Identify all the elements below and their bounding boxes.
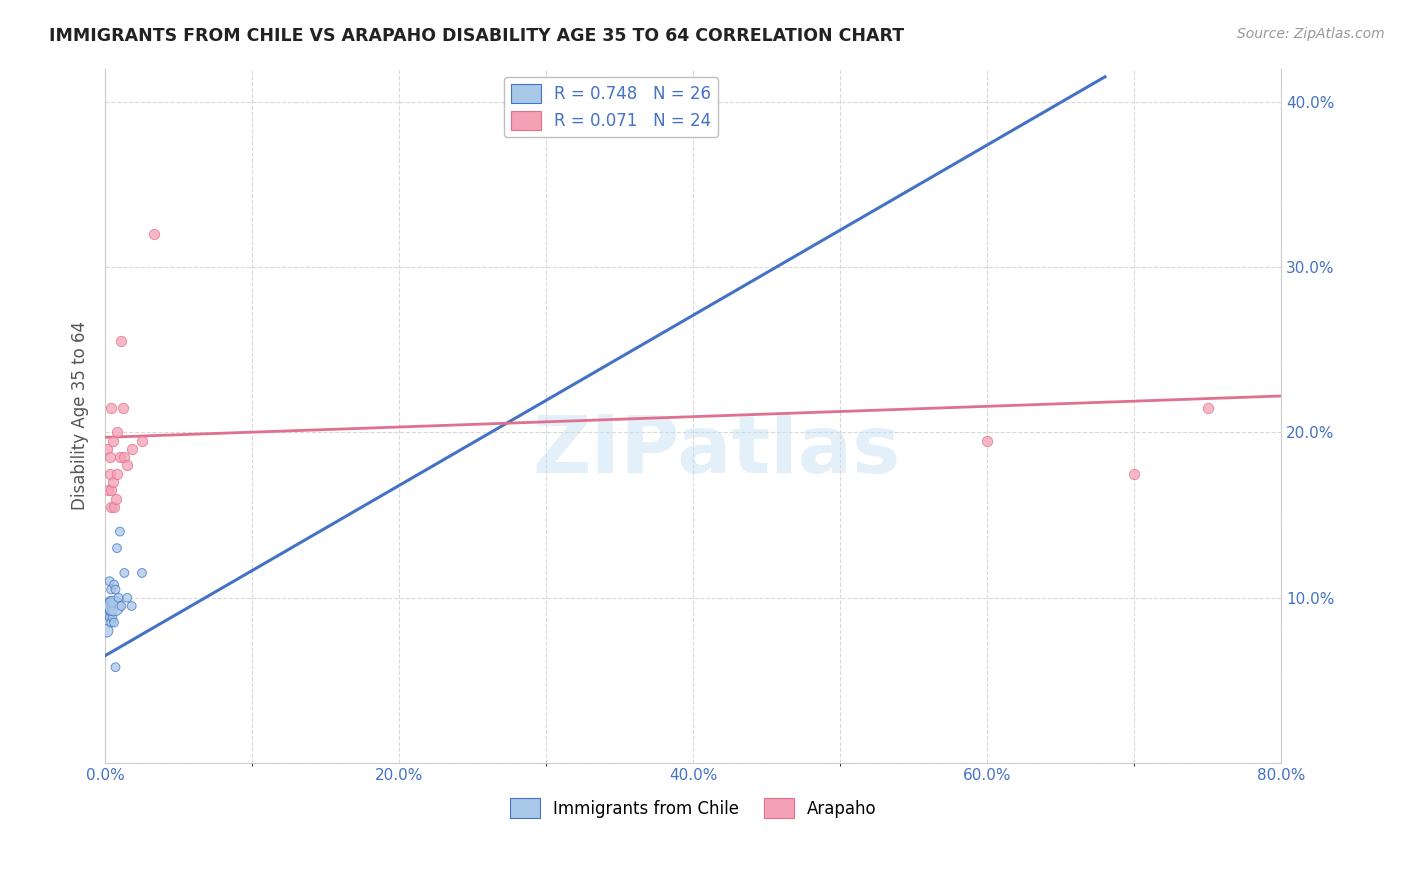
Point: [101, 604, 124, 618]
Point: [1123, 467, 1146, 481]
Point: [1197, 401, 1219, 415]
Point: [111, 401, 134, 415]
Point: [110, 599, 132, 613]
Point: [107, 591, 129, 605]
Point: [104, 491, 127, 506]
Point: [112, 450, 135, 465]
Y-axis label: Disability Age 35 to 64: Disability Age 35 to 64: [72, 321, 89, 510]
Point: [108, 450, 131, 465]
Point: [100, 483, 122, 498]
Point: [108, 524, 131, 539]
Point: [131, 434, 153, 448]
Point: [100, 599, 122, 613]
Point: [100, 582, 122, 597]
Point: [100, 401, 122, 415]
Point: [101, 475, 124, 489]
Point: [98, 594, 121, 608]
Point: [97, 483, 120, 498]
Point: [105, 541, 128, 555]
Point: [96, 624, 118, 638]
Point: [110, 334, 132, 349]
Point: [104, 582, 127, 597]
Point: [105, 467, 128, 481]
Point: [98, 610, 121, 624]
Point: [103, 500, 125, 514]
Point: [100, 615, 122, 630]
Text: Source: ZipAtlas.com: Source: ZipAtlas.com: [1237, 27, 1385, 41]
Point: [98, 467, 121, 481]
Point: [131, 566, 153, 580]
Point: [142, 227, 165, 241]
Point: [98, 604, 121, 618]
Legend: Immigrants from Chile, Arapaho: Immigrants from Chile, Arapaho: [503, 792, 883, 824]
Point: [117, 591, 139, 605]
Point: [103, 599, 125, 613]
Point: [98, 574, 121, 589]
Point: [97, 607, 120, 622]
Text: IMMIGRANTS FROM CHILE VS ARAPAHO DISABILITY AGE 35 TO 64 CORRELATION CHART: IMMIGRANTS FROM CHILE VS ARAPAHO DISABIL…: [49, 27, 904, 45]
Point: [97, 599, 120, 613]
Point: [101, 434, 124, 448]
Point: [98, 450, 121, 465]
Point: [104, 660, 127, 674]
Point: [103, 615, 125, 630]
Point: [96, 442, 118, 456]
Point: [101, 610, 124, 624]
Point: [976, 434, 998, 448]
Point: [121, 442, 143, 456]
Point: [121, 599, 143, 613]
Point: [117, 458, 139, 473]
Point: [105, 425, 128, 440]
Point: [112, 566, 135, 580]
Point: [100, 500, 122, 514]
Text: ZIPatlas: ZIPatlas: [533, 411, 901, 490]
Point: [101, 596, 124, 610]
Point: [103, 577, 125, 591]
